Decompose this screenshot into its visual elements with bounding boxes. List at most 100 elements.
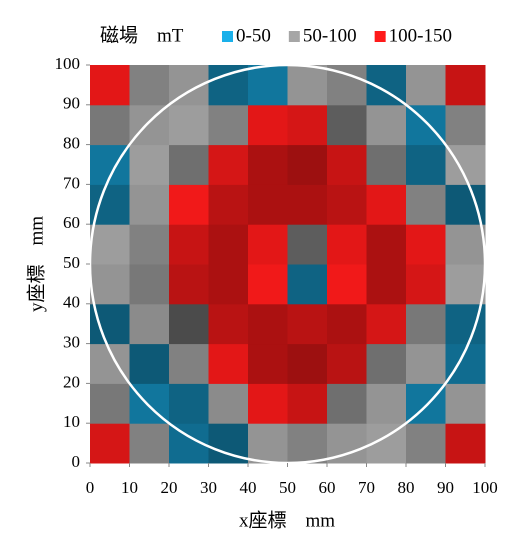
heat-cell	[169, 343, 209, 384]
heat-cell	[287, 144, 328, 185]
heat-cell	[208, 65, 249, 106]
x-axis-label: x座標 mm	[239, 509, 335, 531]
heat-cell	[366, 104, 407, 146]
heat-cell	[366, 343, 407, 384]
heat-cell	[208, 104, 249, 146]
heat-cell	[90, 224, 130, 265]
heat-cell	[327, 144, 367, 185]
heat-cell	[248, 423, 288, 464]
heat-cell	[208, 383, 249, 424]
heat-cell	[169, 184, 209, 225]
heat-cell	[287, 104, 328, 146]
heat-cell	[169, 104, 209, 146]
heat-cell	[248, 104, 288, 146]
heat-cell	[129, 224, 170, 265]
heat-cell	[327, 303, 367, 345]
x-tick-label: 90	[437, 478, 454, 497]
heat-cell	[406, 423, 446, 464]
heat-cell	[445, 264, 486, 305]
legend-label: 100-150	[389, 25, 452, 46]
y-tick-label: 100	[55, 54, 81, 73]
heat-cell	[445, 423, 486, 464]
heat-cell	[169, 264, 209, 305]
heat-cell	[406, 343, 446, 384]
heat-cell	[366, 303, 407, 345]
heat-cell	[445, 224, 486, 265]
heat-cell	[129, 104, 170, 146]
legend-title: 磁場 mT	[100, 24, 184, 46]
heat-cell	[287, 343, 328, 384]
heat-cell	[129, 423, 170, 464]
heat-cell	[90, 264, 130, 305]
heat-cell	[327, 184, 367, 225]
legend-swatch	[374, 31, 386, 42]
heat-cell	[445, 65, 486, 106]
heat-cell	[248, 343, 288, 384]
heat-cell	[248, 65, 288, 106]
x-tick-label: 100	[472, 478, 498, 497]
heat-cell	[445, 383, 486, 424]
heat-cell	[287, 264, 328, 305]
heat-cell	[366, 224, 407, 265]
y-tick-label: 90	[63, 94, 80, 113]
heat-cell	[90, 104, 130, 146]
heat-cell	[366, 184, 407, 225]
y-tick-label: 30	[63, 333, 80, 352]
heat-cell	[90, 184, 130, 225]
y-tick-label: 80	[63, 134, 80, 153]
heat-cell	[327, 264, 367, 305]
heat-cell	[366, 383, 407, 424]
heat-cell	[406, 65, 446, 106]
x-tick-label: 0	[86, 478, 95, 497]
heat-cell	[169, 383, 209, 424]
heat-cell	[169, 224, 209, 265]
x-tick-label: 30	[200, 478, 217, 497]
x-tick-label: 70	[358, 478, 375, 497]
heat-cell	[129, 184, 170, 225]
y-tick-label: 20	[63, 372, 80, 391]
y-tick-label: 70	[63, 173, 80, 192]
x-tick-label: 80	[398, 478, 415, 497]
heat-cell	[248, 383, 288, 424]
heat-cell	[208, 343, 249, 384]
legend-swatch	[222, 31, 233, 42]
heat-cell	[129, 65, 170, 106]
heat-cell	[406, 224, 446, 265]
heat-cell	[90, 383, 130, 424]
heat-cell	[445, 104, 486, 146]
heat-cell	[406, 303, 446, 345]
heat-cell	[208, 264, 249, 305]
heat-cell	[406, 144, 446, 185]
heat-cell	[327, 343, 367, 384]
heat-cell	[327, 383, 367, 424]
x-tick-label: 20	[161, 478, 178, 497]
heat-cell	[406, 184, 446, 225]
heat-cell	[90, 423, 130, 464]
heat-cell	[366, 144, 407, 185]
heat-cell	[129, 303, 170, 345]
heat-cell	[208, 224, 249, 265]
heat-cell	[287, 383, 328, 424]
x-tick-label: 40	[240, 478, 257, 497]
x-tick-label: 60	[319, 478, 336, 497]
heat-cell	[129, 343, 170, 384]
heat-cell	[248, 303, 288, 345]
heat-cell	[327, 104, 367, 146]
heat-cell	[208, 184, 249, 225]
x-tick-label: 50	[279, 478, 296, 497]
legend-label: 50-100	[303, 25, 357, 46]
y-tick-label: 0	[72, 452, 81, 471]
x-tick-label: 10	[121, 478, 138, 497]
legend-swatch	[288, 31, 300, 42]
heat-cell	[287, 184, 328, 225]
legend-label: 0-50	[236, 25, 271, 46]
y-tick-label: 60	[63, 213, 80, 232]
heat-cell	[129, 264, 170, 305]
heat-cell	[287, 224, 328, 265]
heat-cell	[248, 184, 288, 225]
heat-cell	[287, 65, 328, 106]
heat-cell	[90, 65, 130, 106]
heat-cell	[208, 303, 249, 345]
heat-cell	[129, 144, 170, 185]
